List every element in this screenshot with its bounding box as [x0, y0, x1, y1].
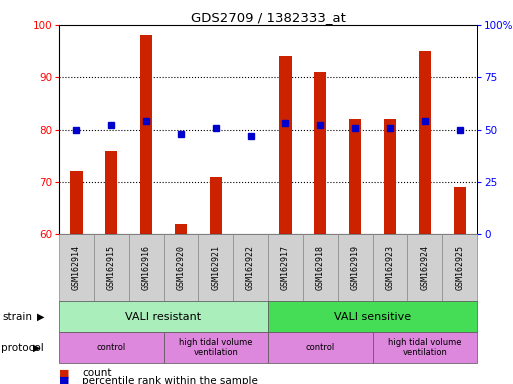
Bar: [384, 119, 396, 234]
Text: VALI sensitive: VALI sensitive: [334, 312, 411, 322]
Bar: [140, 35, 152, 234]
Text: control: control: [96, 343, 126, 352]
Bar: [70, 171, 83, 234]
Text: GSM162924: GSM162924: [420, 245, 429, 290]
Text: GSM162923: GSM162923: [385, 245, 394, 290]
Text: high tidal volume
ventilation: high tidal volume ventilation: [388, 338, 462, 357]
Bar: [105, 151, 117, 234]
Bar: [164, 332, 268, 363]
Bar: [164, 234, 199, 301]
Text: high tidal volume
ventilation: high tidal volume ventilation: [179, 338, 252, 357]
Bar: [175, 224, 187, 234]
Text: count: count: [82, 368, 112, 378]
Bar: [419, 51, 431, 234]
Text: GSM162918: GSM162918: [316, 245, 325, 290]
Bar: [268, 234, 303, 301]
Text: GSM162920: GSM162920: [176, 245, 185, 290]
Bar: [280, 56, 291, 234]
Bar: [94, 234, 129, 301]
Bar: [338, 234, 372, 301]
Text: ▶: ▶: [33, 343, 41, 353]
Text: ▶: ▶: [37, 312, 45, 322]
Text: strain: strain: [3, 312, 32, 322]
Text: GSM162914: GSM162914: [72, 245, 81, 290]
Bar: [199, 234, 233, 301]
Bar: [303, 234, 338, 301]
Text: GSM162919: GSM162919: [351, 245, 360, 290]
Bar: [349, 119, 361, 234]
Title: GDS2709 / 1382333_at: GDS2709 / 1382333_at: [191, 11, 345, 24]
Text: VALI resistant: VALI resistant: [126, 312, 202, 322]
Bar: [268, 332, 372, 363]
Bar: [442, 234, 477, 301]
Text: ■: ■: [59, 376, 69, 384]
Text: GSM162921: GSM162921: [211, 245, 220, 290]
Bar: [453, 187, 466, 234]
Bar: [210, 177, 222, 234]
Bar: [407, 234, 442, 301]
Bar: [372, 332, 477, 363]
Text: percentile rank within the sample: percentile rank within the sample: [82, 376, 258, 384]
Bar: [59, 301, 268, 332]
Bar: [268, 301, 477, 332]
Text: GSM162922: GSM162922: [246, 245, 255, 290]
Bar: [314, 72, 326, 234]
Text: protocol: protocol: [1, 343, 43, 353]
Bar: [59, 234, 94, 301]
Text: GSM162917: GSM162917: [281, 245, 290, 290]
Bar: [129, 234, 164, 301]
Bar: [233, 234, 268, 301]
Text: ■: ■: [59, 368, 69, 378]
Bar: [59, 332, 164, 363]
Text: control: control: [306, 343, 335, 352]
Text: GSM162915: GSM162915: [107, 245, 116, 290]
Text: GSM162925: GSM162925: [455, 245, 464, 290]
Bar: [372, 234, 407, 301]
Text: GSM162916: GSM162916: [142, 245, 151, 290]
